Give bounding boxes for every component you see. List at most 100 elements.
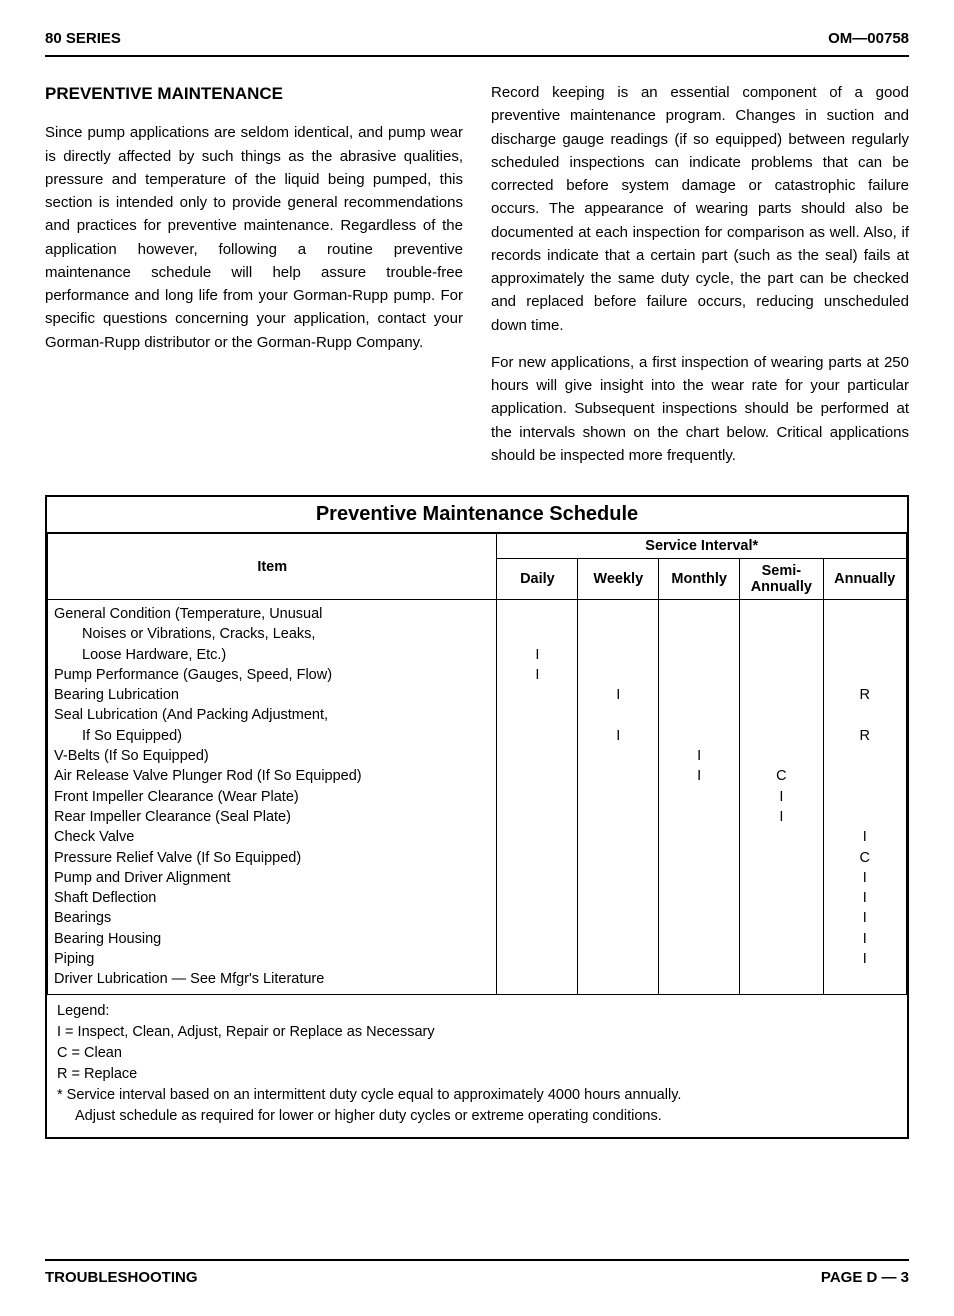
- legend-note: * Service interval based on an intermitt…: [57, 1085, 897, 1106]
- interval-col-annually: R R ICIIIII: [823, 600, 906, 995]
- interval-mark: [665, 807, 733, 827]
- interval-mark: R: [830, 685, 900, 705]
- maintenance-schedule-table: Preventive Maintenance Schedule Item Ser…: [45, 495, 909, 1139]
- table-item: Air Release Valve Plunger Rod (If So Equ…: [54, 766, 490, 786]
- legend-title: Legend:: [57, 1001, 897, 1022]
- interval-mark: [503, 908, 571, 928]
- interval-mark: I: [830, 949, 900, 969]
- interval-mark: [746, 705, 816, 725]
- footer-right: PAGE D — 3: [821, 1269, 909, 1286]
- legend-note: Adjust schedule as required for lower or…: [57, 1106, 897, 1127]
- interval-mark: [584, 604, 652, 624]
- interval-mark: I: [746, 807, 816, 827]
- interval-mark: [584, 868, 652, 888]
- interval-mark: [584, 949, 652, 969]
- interval-mark: [584, 787, 652, 807]
- interval-mark: [746, 645, 816, 665]
- interval-mark: [503, 787, 571, 807]
- interval-mark: [746, 624, 816, 644]
- interval-mark: [746, 868, 816, 888]
- table-item: Piping: [54, 949, 490, 969]
- interval-mark: [746, 665, 816, 685]
- interval-mark: [584, 645, 652, 665]
- interval-mark: I: [746, 787, 816, 807]
- interval-mark: [665, 908, 733, 928]
- interval-mark: I: [503, 645, 571, 665]
- table-item: Loose Hardware, Etc.): [54, 645, 490, 665]
- interval-mark: [665, 705, 733, 725]
- page-footer: TROUBLESHOOTING PAGE D — 3: [45, 1259, 909, 1286]
- interval-mark: [830, 604, 900, 624]
- interval-mark: R: [830, 726, 900, 746]
- interval-mark: [830, 665, 900, 685]
- legend-line: C = Clean: [57, 1043, 897, 1064]
- interval-mark: [830, 705, 900, 725]
- table-item: Pump Performance (Gauges, Speed, Flow): [54, 665, 490, 685]
- table-item: Bearing Lubrication: [54, 685, 490, 705]
- interval-mark: [746, 604, 816, 624]
- interval-mark: [584, 746, 652, 766]
- interval-mark: [746, 949, 816, 969]
- interval-mark: [746, 726, 816, 746]
- table-item: V-Belts (If So Equipped): [54, 746, 490, 766]
- table-item: Pump and Driver Alignment: [54, 868, 490, 888]
- interval-mark: [503, 726, 571, 746]
- interval-mark: C: [746, 766, 816, 786]
- interval-col-semiannually: CII: [740, 600, 823, 995]
- section-title: PREVENTIVE MAINTENANCE: [45, 81, 463, 107]
- interval-mark: [503, 949, 571, 969]
- interval-mark: [584, 969, 652, 989]
- interval-mark: I: [830, 929, 900, 949]
- interval-mark: [746, 908, 816, 928]
- header-right: OM—00758: [828, 30, 909, 47]
- interval-mark: [584, 929, 652, 949]
- interval-mark: [503, 624, 571, 644]
- header-left: 80 SERIES: [45, 30, 121, 47]
- table-item: Shaft Deflection: [54, 888, 490, 908]
- table-body-row: General Condition (Temperature, UnusualN…: [48, 600, 907, 995]
- interval-mark: [830, 645, 900, 665]
- interval-mark: [665, 604, 733, 624]
- interval-mark: [746, 848, 816, 868]
- interval-mark: [584, 624, 652, 644]
- interval-mark: [503, 807, 571, 827]
- table-item: Pressure Relief Valve (If So Equipped): [54, 848, 490, 868]
- interval-mark: [503, 604, 571, 624]
- interval-mark: [503, 766, 571, 786]
- interval-mark: [584, 827, 652, 847]
- interval-mark: [830, 969, 900, 989]
- table-item: If So Equipped): [54, 726, 490, 746]
- interval-mark: [584, 888, 652, 908]
- table-legend: Legend: I = Inspect, Clean, Adjust, Repa…: [47, 995, 907, 1137]
- interval-mark: [830, 746, 900, 766]
- page-header: 80 SERIES OM—00758: [45, 30, 909, 57]
- interval-mark: C: [830, 848, 900, 868]
- schedule-grid: Item Service Interval* DailyWeeklyMonthl…: [47, 533, 907, 995]
- interval-mark: [503, 705, 571, 725]
- interval-mark: [503, 685, 571, 705]
- interval-mark: [665, 645, 733, 665]
- paragraph: For new applications, a first inspection…: [491, 351, 909, 467]
- interval-mark: [665, 888, 733, 908]
- interval-mark: [830, 807, 900, 827]
- table-title: Preventive Maintenance Schedule: [47, 497, 907, 533]
- interval-mark: I: [830, 827, 900, 847]
- interval-mark: [665, 726, 733, 746]
- table-item: Bearing Housing: [54, 929, 490, 949]
- interval-mark: [503, 746, 571, 766]
- interval-mark: I: [584, 726, 652, 746]
- paragraph: Record keeping is an essential component…: [491, 81, 909, 337]
- interval-mark: [584, 848, 652, 868]
- col-header-item: Item: [48, 534, 497, 600]
- interval-mark: [503, 848, 571, 868]
- interval-mark: [746, 685, 816, 705]
- interval-mark: I: [584, 685, 652, 705]
- interval-mark: [665, 827, 733, 847]
- table-item: Noises or Vibrations, Cracks, Leaks,: [54, 624, 490, 644]
- interval-mark: [665, 868, 733, 888]
- interval-mark: I: [830, 908, 900, 928]
- footer-left: TROUBLESHOOTING: [45, 1269, 198, 1286]
- interval-mark: I: [830, 868, 900, 888]
- table-item: General Condition (Temperature, Unusual: [54, 604, 490, 624]
- table-item: Rear Impeller Clearance (Seal Plate): [54, 807, 490, 827]
